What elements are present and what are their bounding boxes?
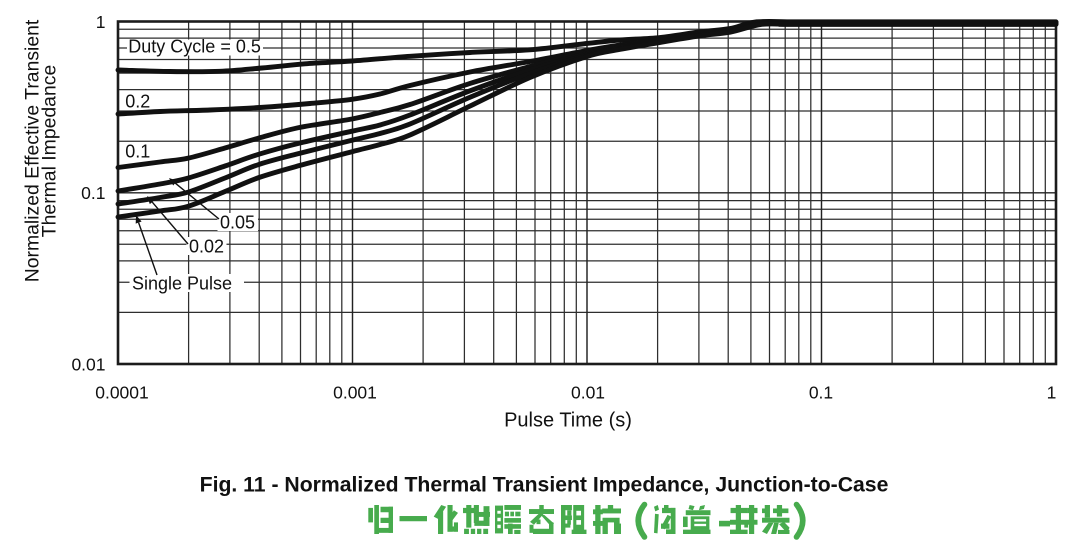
svg-text:Duty Cycle = 0.5: Duty Cycle = 0.5 <box>128 37 261 57</box>
svg-text:0.001: 0.001 <box>333 383 377 403</box>
svg-text:0.2: 0.2 <box>125 91 150 111</box>
svg-text:0.1: 0.1 <box>809 383 833 403</box>
svg-text:Fig. 11 - Normalized Thermal T: Fig. 11 - Normalized Thermal Transient I… <box>200 473 889 496</box>
svg-text:Pulse Time (s): Pulse Time (s) <box>504 410 632 432</box>
svg-text:0.0001: 0.0001 <box>95 383 149 403</box>
svg-text:0.05: 0.05 <box>220 213 255 233</box>
svg-text:0.01: 0.01 <box>571 383 605 403</box>
svg-text:0.02: 0.02 <box>189 237 224 257</box>
svg-text:Normalized Effective Transient: Normalized Effective Transient <box>22 19 44 282</box>
svg-text:Single Pulse: Single Pulse <box>132 274 232 294</box>
svg-text:0.01: 0.01 <box>71 354 105 374</box>
svg-text:1: 1 <box>1047 383 1057 403</box>
svg-text:1: 1 <box>96 12 106 32</box>
svg-text:0.1: 0.1 <box>81 183 105 203</box>
svg-text:0.1: 0.1 <box>125 142 150 162</box>
svg-text:Thermal Impedance: Thermal Impedance <box>39 65 61 237</box>
